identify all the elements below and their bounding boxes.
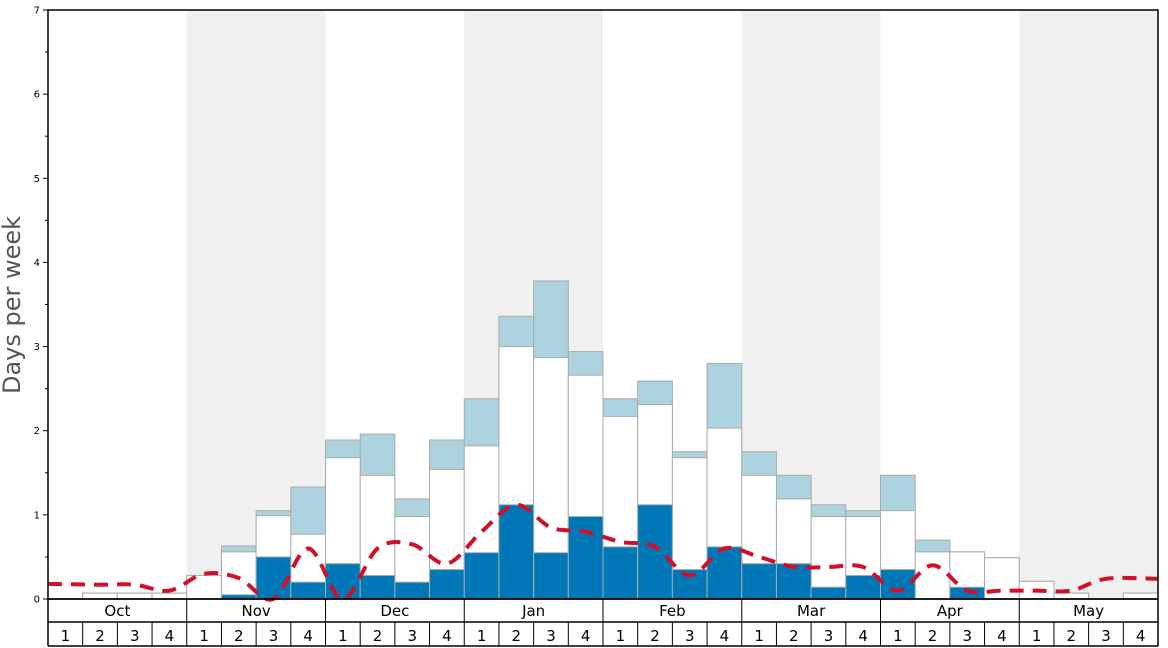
y-axis-label: Days per week (0, 216, 26, 394)
week-label: 1 (1032, 627, 1042, 645)
week-label: 1 (477, 627, 487, 645)
week-label: 3 (130, 627, 140, 645)
week-label: 3 (685, 627, 695, 645)
week-label: 2 (650, 627, 660, 645)
bars (82, 280, 1159, 600)
week-label: 2 (512, 627, 522, 645)
axes: 0 1 2 3 4 5 6 7 Oct Nov Dec Jan Feb Mar Apr May 1 2 3 4 1 2 3 4… (34, 6, 1159, 647)
week-label: 1 (61, 627, 71, 645)
month-label: Apr (937, 602, 964, 620)
week-label: 1 (199, 627, 209, 645)
month-label: Feb (659, 602, 686, 620)
week-label: 3 (824, 627, 834, 645)
week-label: 1 (616, 627, 626, 645)
bar-white (116, 592, 153, 600)
bar-dark (325, 563, 361, 600)
week-label: 2 (789, 627, 799, 645)
month-label: May (1073, 602, 1104, 620)
y-tick-label: 2 (34, 426, 40, 437)
bar-white (1053, 592, 1090, 600)
month-label: Jan (521, 602, 545, 620)
bar-dark (637, 504, 673, 600)
bar-dark (533, 552, 569, 600)
bar-dark (810, 586, 847, 600)
bar-white (914, 551, 951, 600)
week-label: 3 (407, 627, 417, 645)
y-tick-label: 3 (34, 342, 40, 353)
week-label: 2 (1067, 627, 1077, 645)
week-label: 4 (581, 627, 591, 645)
bar-dark (255, 556, 292, 600)
bar-dark (602, 546, 639, 600)
y-tick-label: 7 (34, 6, 40, 17)
bar-white (810, 516, 847, 600)
bar-dark (359, 574, 396, 600)
bar-dark (845, 574, 881, 600)
week-label: 1 (893, 627, 903, 645)
bar-white (1122, 592, 1159, 600)
bar-white (220, 551, 257, 600)
y-tick-label: 5 (34, 174, 40, 185)
week-label: 2 (373, 627, 383, 645)
month-label: Mar (797, 602, 826, 620)
week-label: 4 (997, 627, 1007, 645)
y-tick-label: 4 (34, 258, 40, 269)
y-tick-label: 1 (34, 510, 40, 521)
y-tick-label: 0 (34, 595, 40, 606)
week-label: 4 (858, 627, 868, 645)
bar-dark (429, 569, 465, 600)
month-band-shade (1019, 10, 1158, 599)
y-tick-label: 6 (34, 90, 40, 101)
month-label: Dec (380, 602, 409, 620)
bar-dark (706, 546, 743, 600)
bar-dark (567, 516, 604, 600)
week-label: 3 (962, 627, 972, 645)
week-label: 2 (928, 627, 938, 645)
week-label: 4 (303, 627, 313, 645)
month-label: Nov (241, 602, 270, 620)
bar-dark (880, 569, 916, 600)
week-label: 2 (95, 627, 105, 645)
bar-dark (394, 581, 431, 600)
bar-dark (498, 504, 535, 600)
week-label: 1 (338, 627, 348, 645)
week-label: 3 (269, 627, 279, 645)
week-label: 4 (442, 627, 452, 645)
month-label: Oct (104, 602, 130, 620)
bar-white (151, 592, 188, 600)
week-label: 1 (754, 627, 764, 645)
week-label: 4 (1136, 627, 1146, 645)
week-label: 3 (546, 627, 556, 645)
bar-dark (741, 563, 777, 600)
bar-white (82, 592, 118, 600)
bar-dark (290, 581, 326, 600)
week-label: 2 (234, 627, 244, 645)
week-label: 4 (165, 627, 175, 645)
week-label: 4 (720, 627, 730, 645)
week-label: 3 (1101, 627, 1111, 645)
bar-dark (463, 552, 500, 600)
